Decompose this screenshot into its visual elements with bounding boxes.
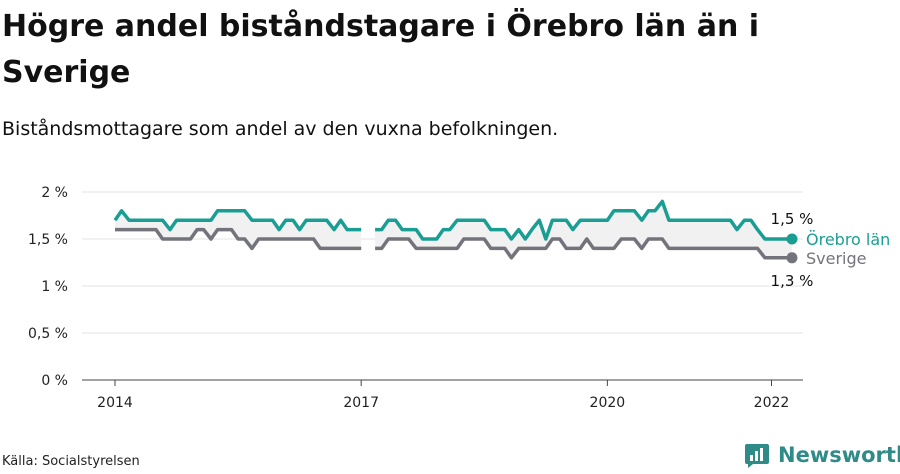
series-line-sverige <box>115 227 792 260</box>
chart-subtitle: Biståndsmottagare som andel av den vuxna… <box>2 118 559 140</box>
chart-title: Högre andel biståndstagare i Örebro län … <box>2 9 760 90</box>
end-value-label-orebro: 1,5 % <box>771 210 814 228</box>
end-value-label-sverige: 1,3 % <box>771 272 814 290</box>
y-tick-label: 0,5 % <box>28 326 68 342</box>
y-tick-label: 2 % <box>41 185 68 201</box>
x-tick-label: 2020 <box>590 395 626 411</box>
series-label-sverige: Sverige <box>806 249 867 268</box>
brand-logo: Newsworthy <box>744 440 900 470</box>
source-note: Källa: Socialstyrelsen <box>2 454 140 469</box>
x-tick-label: 2017 <box>343 395 379 411</box>
end-point-orebro <box>786 233 798 245</box>
y-tick-label: 1 % <box>41 279 68 295</box>
end-point-sverige <box>786 252 798 264</box>
y-tick-label: 1,5 % <box>28 232 68 248</box>
series-label-orebro: Örebro län <box>806 230 890 249</box>
brand-name: Newsworthy <box>778 443 900 467</box>
series-line-orebro <box>113 199 792 241</box>
newsworthy-logo-icon <box>745 444 769 468</box>
between-area <box>375 201 792 258</box>
x-tick-label: 2014 <box>97 395 133 411</box>
line-chart: 0 % 0,5 % 1 % 1,5 % 2 % 2014 2017 2020 2022 Örebr… <box>28 185 890 411</box>
x-tick-label: 2022 <box>754 395 790 411</box>
y-tick-label: 0 % <box>41 373 68 389</box>
